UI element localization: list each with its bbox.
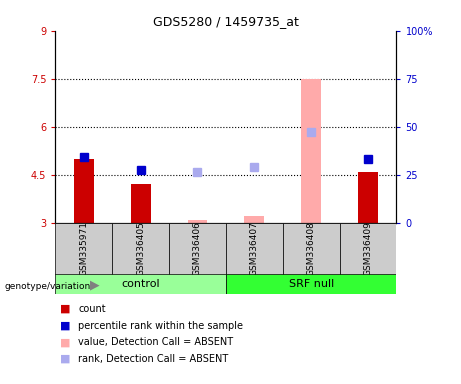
Text: SRF null: SRF null [289,279,334,289]
Text: ■: ■ [60,321,71,331]
Text: ■: ■ [60,337,71,347]
Text: count: count [78,304,106,314]
Text: GSM335971: GSM335971 [79,221,88,276]
Bar [188,220,207,223]
Text: GSM336408: GSM336408 [307,221,316,276]
Bar [55,223,112,275]
Bar [226,274,396,294]
Text: value, Detection Call = ABSENT: value, Detection Call = ABSENT [78,337,233,347]
Text: ▶: ▶ [90,278,100,291]
Bar [169,223,226,275]
Bar [301,79,321,223]
Bar [130,184,151,223]
Text: rank, Detection Call = ABSENT: rank, Detection Call = ABSENT [78,354,229,364]
Bar [283,223,340,275]
Text: ■: ■ [60,304,71,314]
Text: ■: ■ [60,354,71,364]
Bar [244,216,264,223]
Text: percentile rank within the sample: percentile rank within the sample [78,321,243,331]
Text: control: control [121,279,160,289]
Bar [112,223,169,275]
Bar [55,274,226,294]
Title: GDS5280 / 1459735_at: GDS5280 / 1459735_at [153,15,299,28]
Bar [340,223,396,275]
Text: GSM336405: GSM336405 [136,221,145,276]
Bar [358,172,378,223]
Text: GSM336406: GSM336406 [193,221,202,276]
Text: GSM336409: GSM336409 [364,221,372,276]
Text: genotype/variation: genotype/variation [5,281,91,291]
Bar [226,223,283,275]
Text: GSM336407: GSM336407 [250,221,259,276]
Bar [74,159,94,223]
